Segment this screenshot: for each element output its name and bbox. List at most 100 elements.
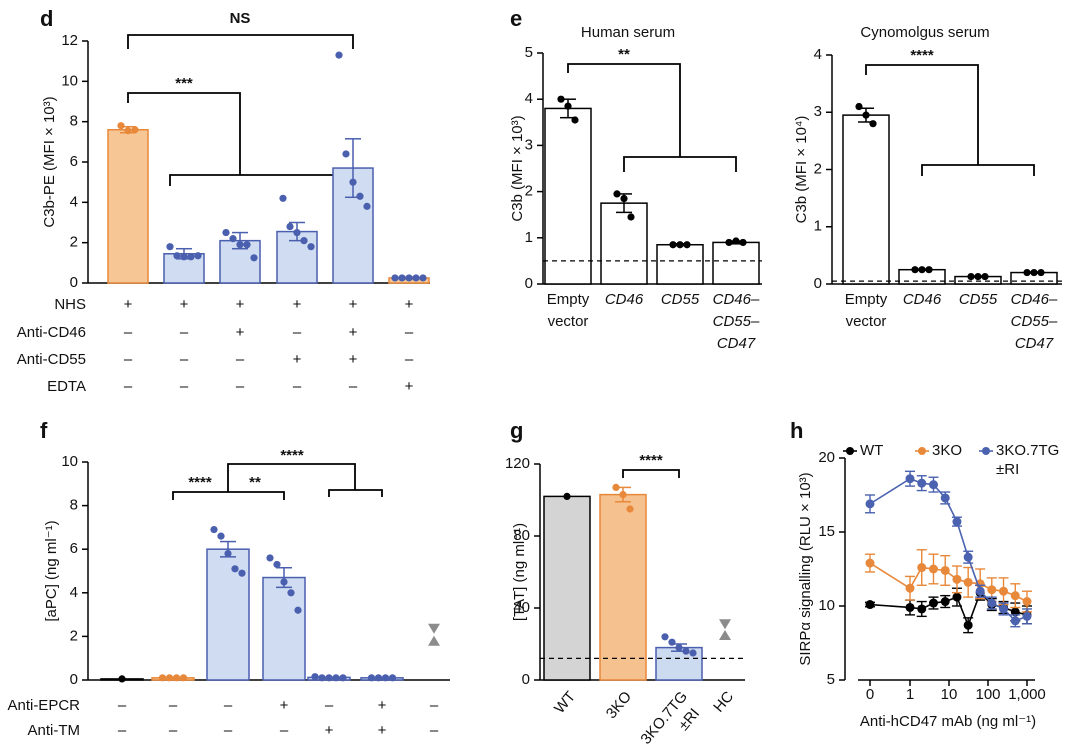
data-point	[118, 675, 126, 683]
data-point	[689, 649, 697, 657]
data-point	[318, 674, 326, 682]
y-axis-label: [aPC] (ng ml⁻¹)	[43, 520, 60, 621]
y-axis-label: [TAT] (ng ml⁻¹)	[511, 523, 528, 621]
condition-mark: +	[405, 296, 414, 313]
y-tick-label: 2	[525, 183, 533, 200]
data-point	[311, 673, 319, 681]
data-point	[307, 243, 315, 251]
y-tick-label: 1	[525, 229, 533, 246]
condition-mark: –	[293, 378, 302, 395]
panel-letter: h	[790, 418, 803, 443]
y-axis-label: SIRPα signalling (RLU × 10³)	[797, 472, 814, 665]
y-tick-label: 10	[61, 72, 78, 89]
x-tick-label: CD47	[1015, 335, 1054, 352]
panel-letter: e	[510, 6, 522, 31]
data-point	[325, 674, 333, 682]
data-point	[1022, 597, 1032, 607]
data-point	[925, 266, 933, 274]
x-tick-label: CD46–	[1011, 291, 1058, 308]
significance-label: **	[618, 46, 630, 63]
data-point	[1037, 268, 1045, 277]
y-tick-label: 120	[505, 455, 530, 472]
condition-label: Anti-CD55	[17, 351, 86, 368]
bar	[262, 576, 306, 681]
data-point	[917, 604, 927, 614]
data-point	[243, 241, 251, 249]
y-tick-label: 12	[61, 32, 78, 49]
condition-mark: –	[169, 722, 178, 739]
y-tick-label: 3	[814, 103, 822, 120]
bar	[206, 548, 250, 681]
data-point	[963, 552, 973, 562]
data-point	[739, 238, 747, 247]
x-tick-label: CD55	[661, 291, 700, 308]
condition-mark: +	[280, 697, 289, 714]
data-point	[391, 274, 399, 282]
data-point	[963, 620, 973, 630]
data-point	[286, 222, 294, 231]
legend-label: 3KO.7TG	[996, 442, 1059, 459]
y-tick-label: 6	[70, 540, 78, 557]
condition-mark: –	[169, 697, 178, 714]
legend-label: ±RI	[996, 461, 1019, 478]
data-point	[865, 600, 875, 610]
condition-mark: –	[430, 697, 439, 714]
data-point	[412, 274, 420, 282]
condition-label: Anti-CD46	[17, 324, 86, 341]
data-point	[869, 120, 877, 128]
x-tick-label: CD46–	[713, 291, 760, 308]
range-marker	[428, 623, 440, 634]
bar	[599, 493, 647, 681]
data-point	[911, 266, 919, 274]
bar	[544, 107, 592, 285]
bar	[107, 128, 149, 284]
condition-mark: +	[124, 296, 133, 313]
bracket	[622, 469, 680, 478]
y-tick-label: 0	[70, 274, 78, 291]
x-tick-label: 100	[975, 686, 1000, 703]
condition-mark: –	[124, 324, 133, 341]
y-axis-label: C3b (MFI × 10⁴)	[793, 116, 810, 224]
y-tick-label: 8	[70, 113, 78, 130]
data-point	[974, 272, 982, 281]
condition-mark: –	[224, 722, 233, 739]
data-point	[940, 597, 950, 607]
data-point	[229, 235, 237, 243]
data-point	[963, 577, 973, 587]
data-point	[374, 674, 383, 682]
data-point	[975, 586, 985, 596]
x-tick-label: CD47	[717, 335, 756, 352]
data-point	[612, 483, 620, 491]
data-point	[952, 592, 962, 602]
data-point	[855, 102, 863, 111]
data-point	[613, 190, 621, 198]
data-point	[1010, 607, 1020, 617]
data-point	[627, 213, 635, 221]
data-point	[905, 583, 915, 593]
bar	[656, 243, 704, 285]
data-point	[222, 228, 230, 237]
condition-mark: +	[325, 722, 334, 739]
condition-mark: +	[293, 296, 302, 313]
data-point	[388, 674, 397, 682]
data-point	[917, 563, 927, 573]
data-point	[124, 127, 132, 135]
bracket	[567, 63, 737, 172]
data-point	[563, 492, 571, 500]
y-tick-label: 10	[61, 453, 78, 470]
x-tick-label: 3KO	[603, 688, 635, 722]
data-point	[179, 674, 188, 682]
data-point	[928, 564, 938, 574]
data-point	[967, 272, 975, 281]
data-point	[173, 252, 181, 260]
condition-mark: +	[180, 296, 189, 313]
data-point	[862, 111, 870, 119]
bracket	[172, 463, 383, 500]
x-tick-label: vector	[846, 313, 887, 330]
condition-mark: +	[349, 324, 358, 341]
y-tick-label: 15	[818, 523, 835, 540]
data-point	[940, 493, 950, 503]
data-point	[620, 194, 628, 203]
data-point	[1010, 616, 1020, 626]
data-point	[131, 126, 139, 134]
